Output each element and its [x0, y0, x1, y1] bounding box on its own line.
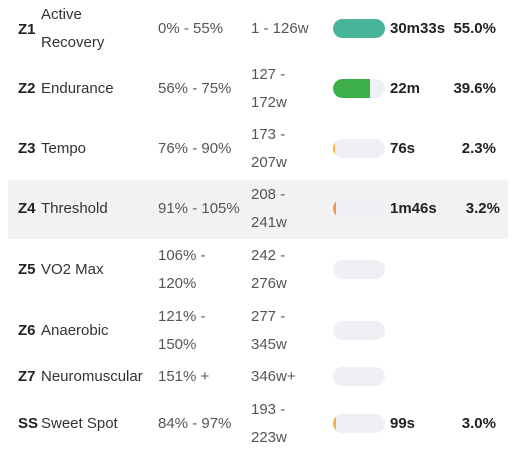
zone-watt-range-line1: 127 - — [251, 66, 286, 83]
zone-watt-range-line2: 241w — [251, 214, 287, 231]
zone-label: Z6 — [18, 322, 36, 339]
zone-time: 30m33s — [390, 20, 446, 37]
zone-watt-range-line1: 208 - — [251, 186, 286, 203]
zone-percent-range-line1: 106% - — [158, 247, 206, 264]
zone-watt-range-line2: 207w — [251, 154, 287, 171]
zone-percent-range: 0% - 55% — [158, 20, 224, 37]
zone-name: Anaerobic — [41, 322, 109, 339]
zone-time: 99s — [390, 415, 416, 432]
zone-label: Z2 — [18, 80, 36, 97]
zone-watt-range: 242 - 276w — [251, 242, 287, 298]
zone-time: 76s — [390, 140, 416, 157]
zone-time-bar-fill — [333, 199, 337, 218]
zone-time-bar — [333, 139, 385, 158]
zone-label: Z3 — [18, 140, 36, 157]
zone-time-bar-fill — [333, 79, 371, 98]
zone-time-bar — [333, 414, 385, 433]
zone-watt-range: 193 - 223w — [251, 396, 287, 452]
zone-watt-range: 173 - 207w — [251, 121, 287, 177]
zone-share: 3.0% — [461, 415, 496, 432]
zone-label: Z7 — [18, 368, 36, 385]
zone-name-line1: Active — [41, 6, 82, 23]
zone-time-bar — [333, 321, 385, 340]
zone-watt-range-line2: 276w — [251, 275, 287, 292]
zone-share: 3.2% — [465, 200, 500, 217]
zone-percent-range-line2: 150% — [158, 336, 197, 353]
zone-label: SS — [18, 415, 39, 432]
zone-row-z1: Z1 Active Recovery 0% - 55% 1 - 126w 30m… — [0, 0, 512, 60]
zone-percent-range: 76% - 90% — [158, 140, 232, 157]
zone-share: 2.3% — [461, 140, 496, 157]
zone-watt-range-line2: 345w — [251, 336, 287, 353]
zone-percent-range: 151% + — [158, 368, 210, 385]
zone-time-bar-fill — [333, 19, 385, 38]
zone-percent-range: 91% - 105% — [158, 200, 240, 217]
zone-name-line2: Recovery — [41, 34, 105, 51]
zone-percent-range-line1: 121% - — [158, 308, 206, 325]
zone-name: Active Recovery — [41, 1, 104, 57]
zone-name: VO2 Max — [41, 261, 104, 278]
zone-watt-range-line1: 242 - — [251, 247, 286, 264]
zone-row-z6: Z6 Anaerobic 121% - 150% 277 - 345w — [0, 302, 512, 360]
zone-label: Z4 — [18, 200, 36, 217]
zone-watt-range-line2: 223w — [251, 429, 287, 446]
zone-row-z4: Z4 Threshold 91% - 105% 208 - 241w 1m46s… — [8, 180, 508, 239]
zone-percent-range: 84% - 97% — [158, 415, 232, 432]
zone-share: 39.6% — [453, 80, 496, 97]
zone-time: 1m46s — [390, 200, 437, 217]
zone-time-bar-fill — [333, 139, 336, 158]
zone-watt-range-line1: 193 - — [251, 401, 286, 418]
zone-watt-range: 1 - 126w — [251, 20, 309, 37]
zone-row-z2: Z2 Endurance 56% - 75% 127 - 172w 22m 39… — [0, 61, 512, 119]
zone-percent-range: 56% - 75% — [158, 80, 232, 97]
zone-name: Endurance — [41, 80, 114, 97]
zone-percent-range: 121% - 150% — [158, 303, 206, 359]
zone-watt-range-line1: 277 - — [251, 308, 286, 325]
zone-watt-range-line2: 172w — [251, 94, 287, 111]
zone-percent-range-line2: 120% — [158, 275, 197, 292]
zone-row-z5: Z5 VO2 Max 106% - 120% 242 - 276w — [0, 241, 512, 299]
zone-time-bar — [333, 19, 385, 38]
zone-row-z3: Z3 Tempo 76% - 90% 173 - 207w 76s 2.3% — [0, 121, 512, 179]
zone-row-ss: SS Sweet Spot 84% - 97% 193 - 223w 99s 3… — [0, 396, 512, 454]
zone-name: Threshold — [41, 200, 108, 217]
zone-time: 22m — [390, 80, 421, 97]
zone-name: Sweet Spot — [41, 415, 118, 432]
zone-share: 55.0% — [453, 20, 496, 37]
zone-watt-range: 346w+ — [251, 368, 296, 385]
zone-time-bar — [333, 260, 385, 279]
zone-name: Neuromuscular — [41, 368, 143, 385]
zone-watt-range: 208 - 241w — [251, 181, 287, 237]
zone-percent-range: 106% - 120% — [158, 242, 206, 298]
zone-watt-range-line1: 173 - — [251, 126, 286, 143]
zone-label: Z5 — [18, 261, 36, 278]
zone-time-bar-fill — [333, 414, 336, 433]
zone-watt-range: 127 - 172w — [251, 61, 287, 117]
zone-row-z7: Z7 Neuromuscular 151% + 346w+ — [0, 362, 512, 394]
zone-watt-range: 277 - 345w — [251, 303, 287, 359]
zone-time-bar — [333, 367, 385, 386]
zone-time-bar — [333, 199, 385, 218]
zone-time-bar — [333, 79, 385, 98]
zone-name: Tempo — [41, 140, 87, 157]
zone-label: Z1 — [18, 21, 36, 38]
